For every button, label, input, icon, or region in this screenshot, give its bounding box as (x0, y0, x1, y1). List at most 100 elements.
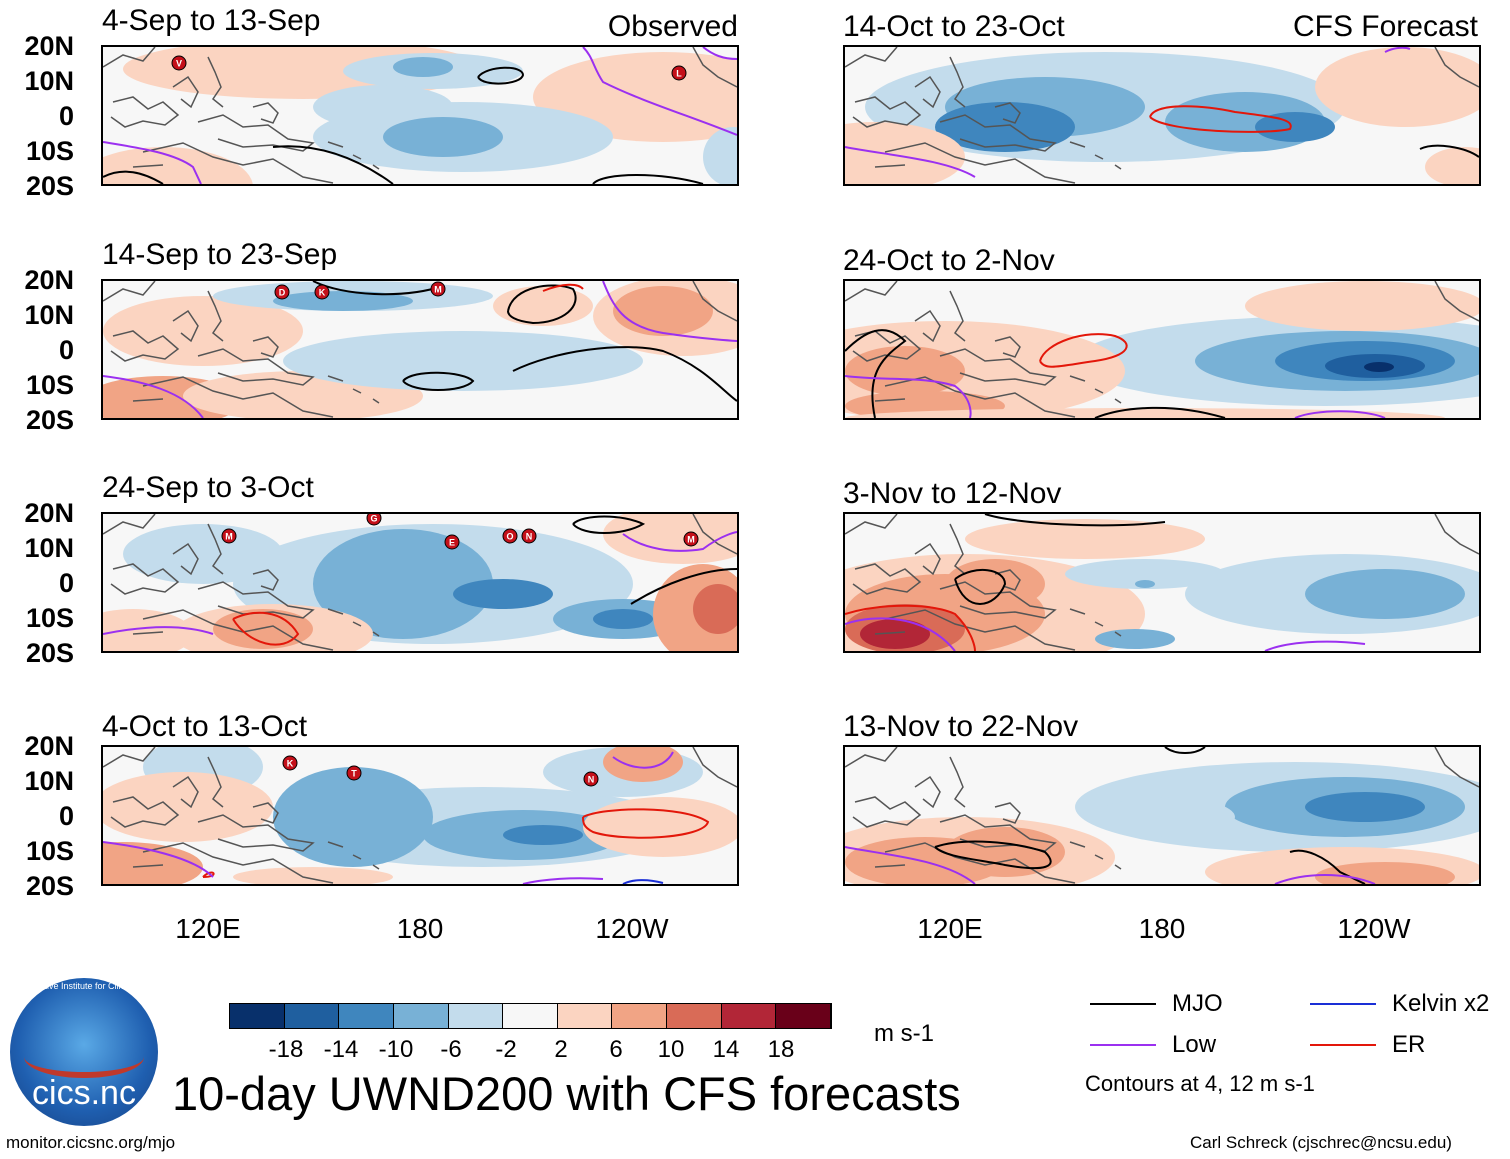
colorbar-swatch (230, 1004, 285, 1028)
colorbar-swatch (448, 1004, 504, 1028)
map-panel-7 (843, 512, 1481, 653)
storm-marker: E (444, 534, 460, 550)
map-panel-5 (843, 45, 1481, 186)
colorbar-tick-label: 6 (609, 1036, 623, 1063)
anomaly-field (845, 47, 1479, 184)
svg-text:N: N (526, 532, 533, 542)
colorbar-tick-label: -18 (268, 1036, 304, 1063)
anomaly-region (1305, 569, 1465, 619)
cics-logo: Cooperative Institute for Climate and Sa… (10, 978, 158, 1126)
low-contour (1294, 410, 1386, 418)
colorbar-tick-label: 10 (657, 1036, 685, 1063)
storm-marker: M (221, 528, 237, 544)
mjo-contour (954, 568, 1007, 605)
colorbar-tick-label: -10 (378, 1036, 414, 1063)
y-label: 10S (25, 370, 74, 400)
storm-marker: K (282, 755, 298, 771)
colorbar-swatch (557, 1004, 613, 1028)
anomaly-region (593, 609, 653, 629)
anomaly-region (965, 519, 1205, 559)
mjo-contour (103, 145, 704, 184)
panel-title-6: 24-Oct to 2-Nov (843, 244, 1055, 277)
anomaly-region (1305, 792, 1425, 822)
anomaly-region (1425, 147, 1479, 184)
legend-kelvin-label: Kelvin x2 (1392, 990, 1490, 1017)
low-contour (103, 375, 204, 418)
er-contour (202, 871, 215, 878)
low-contour (103, 141, 202, 184)
anomaly-field: K T N (103, 747, 737, 884)
coastlines (103, 747, 737, 884)
colorbar-tick-label: -2 (495, 1036, 517, 1063)
coastlines (103, 47, 737, 184)
anomaly-field (845, 281, 1479, 418)
coastlines (845, 281, 1479, 418)
legend-er-line (1310, 1044, 1376, 1046)
coastlines (103, 281, 737, 418)
storm-marker: D (274, 284, 290, 300)
y-label: 20N (24, 731, 74, 761)
er-contour (845, 604, 976, 651)
y-label: 0 (58, 335, 74, 365)
svg-text:K: K (319, 288, 326, 298)
svg-text:M: M (687, 535, 695, 545)
colorbar-swatch (721, 1004, 777, 1028)
mjo-contour (1094, 406, 1226, 418)
y-label: 10N (24, 300, 74, 330)
anomaly-field (845, 747, 1479, 884)
anomaly-region (1315, 862, 1455, 884)
panel-title-4: 4-Oct to 13-Oct (102, 710, 308, 743)
mjo-contour (1289, 849, 1366, 884)
svg-text:T: T (351, 769, 357, 779)
low-contour (1264, 640, 1366, 651)
anomaly-region (1135, 580, 1155, 588)
storm-marker: G (366, 514, 382, 526)
anomaly-region (313, 529, 493, 639)
y-label: 20S (25, 405, 74, 435)
panel-title-8: 13-Nov to 22-Nov (843, 710, 1079, 743)
anomaly-region (233, 867, 393, 884)
anomaly-region (103, 609, 193, 651)
panel-title-2: 14-Sep to 23-Sep (102, 238, 338, 271)
panel-title-1: 4-Sep to 13-Sep (102, 4, 321, 37)
mjo-contour (512, 346, 737, 402)
map-panel-3: M G E O N M (101, 512, 739, 653)
storm-marker: T (346, 765, 362, 781)
svg-text:M: M (225, 532, 233, 542)
low-contour (103, 626, 214, 635)
low-contour (622, 531, 737, 552)
legend-kelvin-line (1310, 1003, 1376, 1005)
er-contour (232, 611, 300, 646)
main-title: 10-day UWND200 with CFS forecasts (172, 1067, 961, 1120)
anomaly-region (273, 767, 433, 867)
er-contour (1039, 333, 1128, 368)
coastlines (845, 514, 1479, 651)
colorbar-swatch (776, 1004, 832, 1028)
anomaly-field: VL (103, 47, 737, 184)
anomaly-region (283, 331, 643, 391)
legend-low-line (1090, 1044, 1156, 1046)
anomaly-region (1245, 281, 1479, 331)
panel-title-7: 3-Nov to 12-Nov (843, 477, 1062, 510)
anomaly-region (1255, 112, 1335, 142)
svg-text:D: D (279, 288, 286, 298)
anomaly-region (613, 286, 713, 336)
anomaly-region (313, 85, 453, 129)
y-label: 10S (25, 603, 74, 633)
low-contour (845, 146, 976, 178)
y-label: 0 (58, 101, 74, 131)
mjo-contour (1164, 747, 1206, 754)
low-contour (845, 617, 956, 651)
colorbar-tick-label: 2 (554, 1036, 568, 1063)
mjo-contour (572, 515, 646, 534)
colorbar-tick-label: 14 (712, 1036, 740, 1063)
low-contour (1384, 47, 1411, 53)
mjo-contour (630, 568, 737, 605)
storm-marker: O (502, 528, 518, 544)
y-label: 20N (24, 31, 74, 61)
x-label-120e-right: 120E (917, 913, 983, 944)
colorbar-swatch (612, 1004, 668, 1028)
logo-text: cics.nc (32, 1074, 136, 1112)
